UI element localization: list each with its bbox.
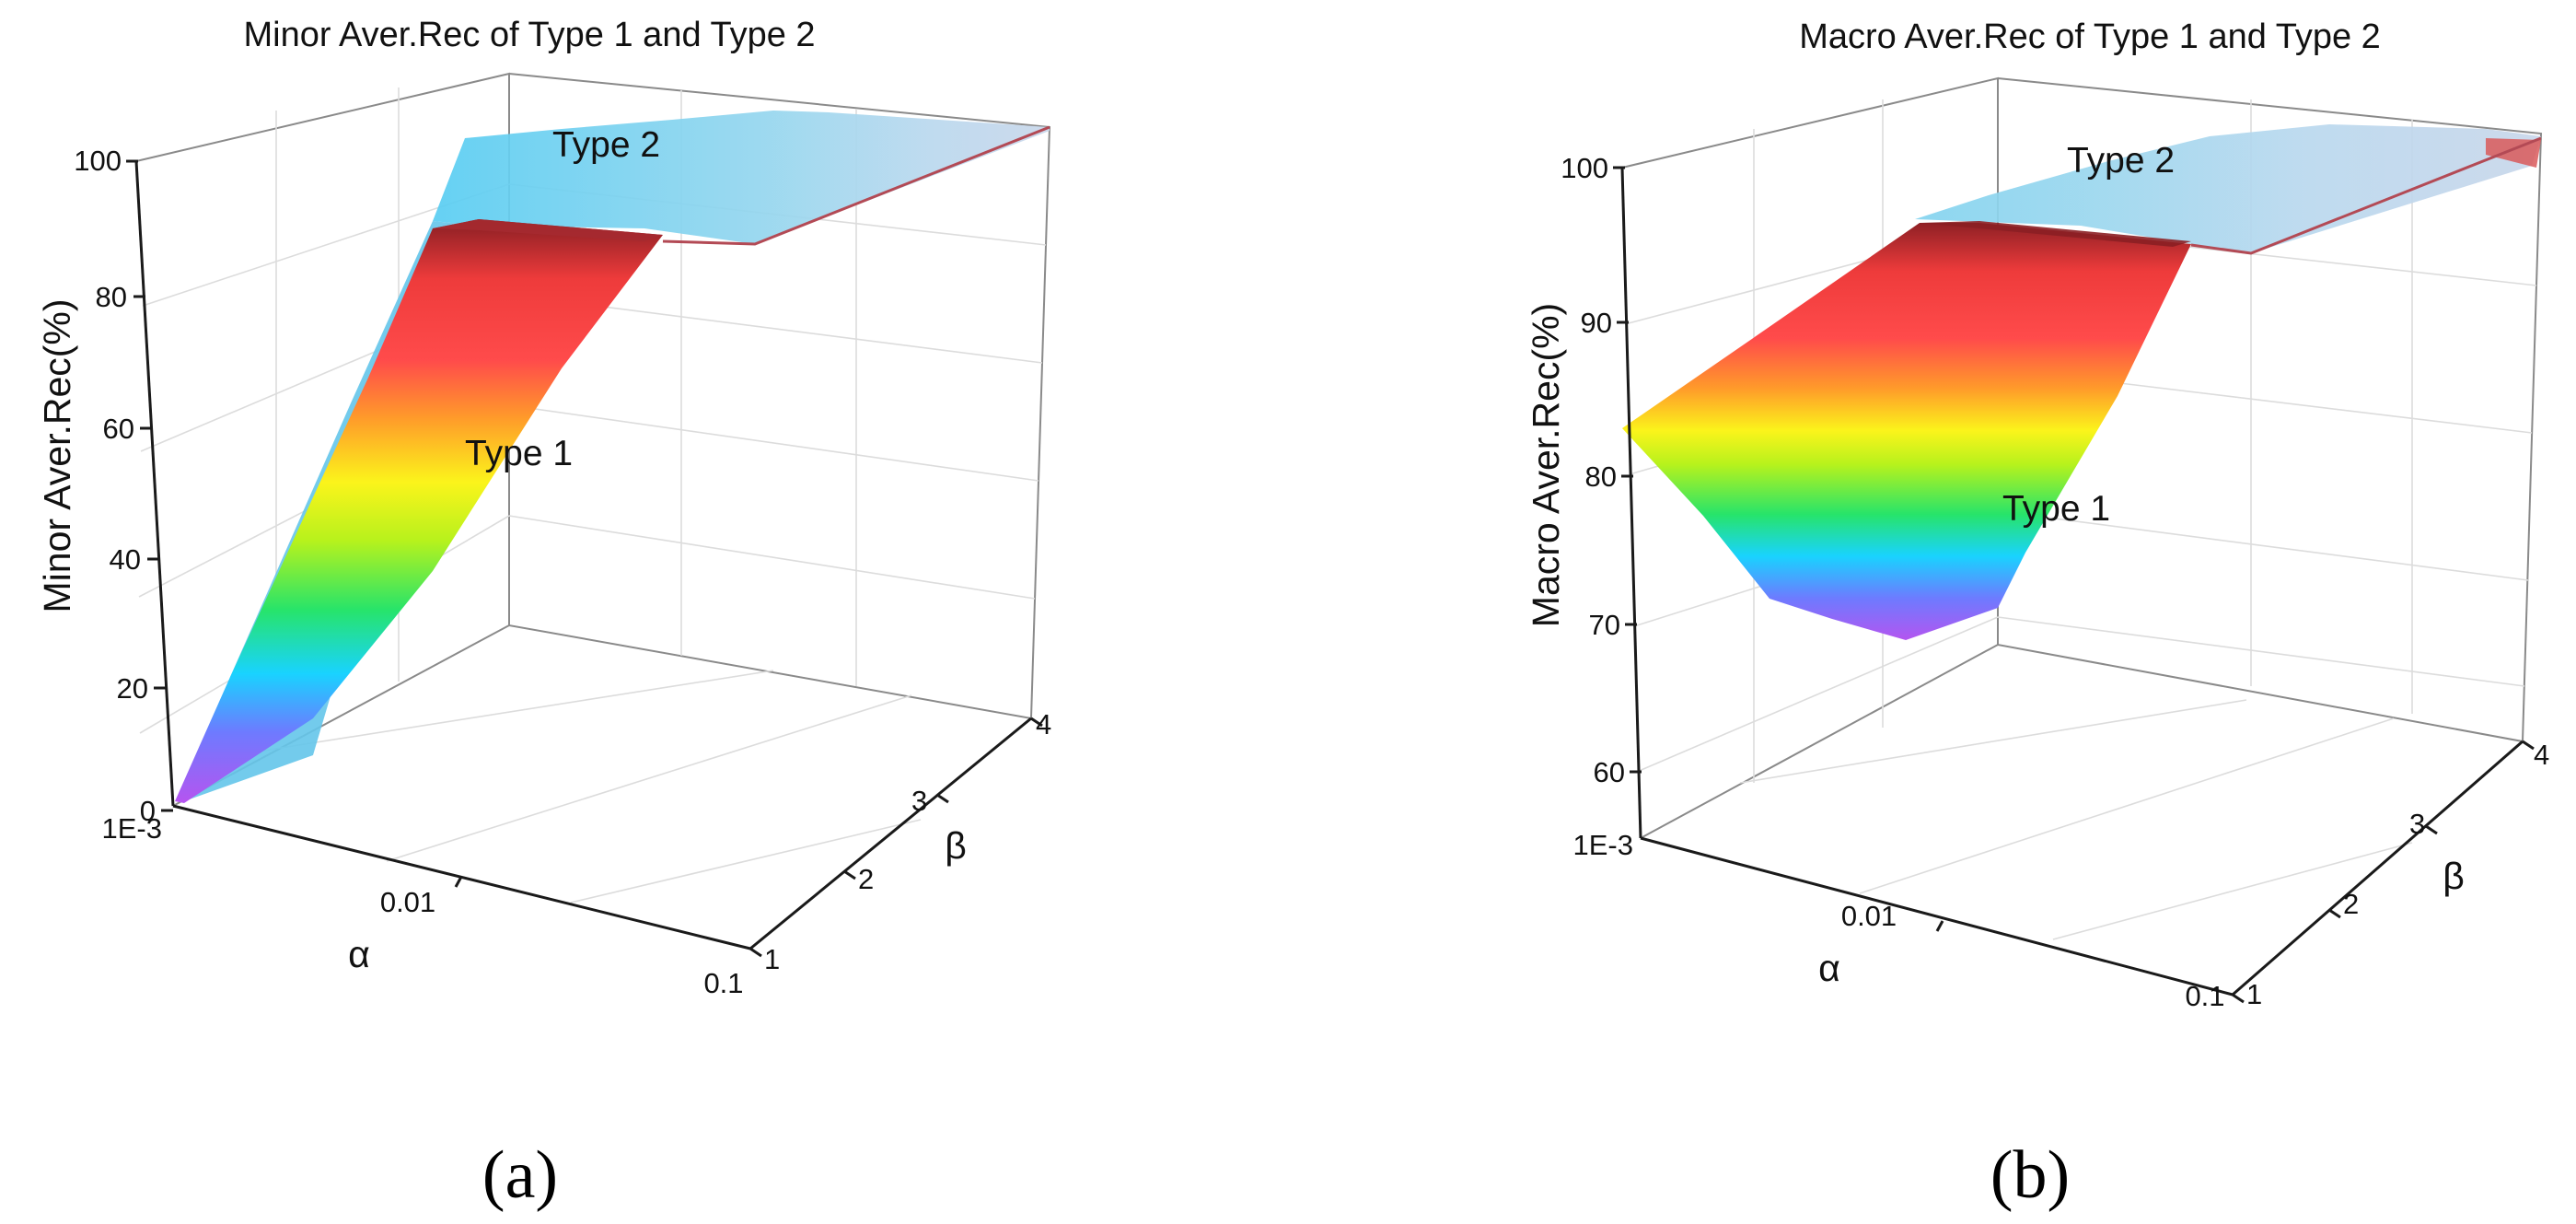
panel-b-surface-type2: [1915, 124, 2541, 253]
panel-a-z-tick-label: 20: [117, 672, 148, 705]
panel-a-y-axis-line: [749, 717, 1032, 950]
panel-a-x-ticks: 1E-3 0.01 0.1: [102, 812, 744, 999]
panel-a-caption: (a): [482, 1137, 558, 1213]
panel-a-z-axis-line: [134, 160, 175, 807]
panel-b-z-ticks: 100 90 80 70 60: [1561, 152, 1642, 788]
panel-a-surface-type2: [433, 111, 1050, 244]
panel-a-title: Minor Aver.Rec of Type 1 and Type 2: [243, 16, 815, 54]
panel-a-x-tick-label: 1E-3: [102, 812, 162, 845]
panel-b-y-ticks: 1 2 3 4: [2232, 739, 2549, 1010]
panel-b-surface-type1: [1622, 223, 2191, 640]
panel-b-y-axis-line: [2232, 740, 2524, 997]
panel-b-y-tick-label: 2: [2343, 888, 2359, 920]
panel-a-surfaces: [175, 111, 1050, 803]
panel-a-z-tick-label: 60: [103, 413, 134, 445]
panel-a-z-tick-label: 80: [96, 281, 127, 313]
panel-b-z-tick-label: 60: [1594, 756, 1625, 788]
panel-b-title: Macro Aver.Rec of Type 1 and Type 2: [1799, 17, 2381, 56]
panel-b-back-wall-grid: [1997, 225, 2537, 687]
panel-b-annotation-type2: Type 2: [2067, 141, 2175, 181]
panel-a-y-tick-label: 2: [858, 863, 874, 895]
panel-a-x-axis-label: α: [348, 933, 370, 975]
panel-a-x-tick-label: 0.01: [380, 886, 435, 918]
panel-a-x-tick-mark: [454, 876, 463, 888]
panel-a-z-tick-label: 40: [110, 543, 141, 576]
panel-b-annotation-type1: Type 1: [2002, 489, 2110, 529]
panel-b-surface-type1-ridge: [2190, 136, 2542, 255]
panel-b-x-tick-label: 0.01: [1841, 900, 1897, 932]
panel-b-x-tick-label: 0.1: [2185, 980, 2224, 1012]
panel-b-z-tick-label: 90: [1581, 307, 1612, 339]
panel-a-x-tick-label: 0.1: [703, 967, 743, 999]
panel-b-y-tick-mark: [2328, 908, 2341, 919]
panel-a-y-tick-mark: [843, 869, 856, 880]
panel-b-x-ticks: 1E-3 0.01 0.1: [1573, 829, 2225, 1012]
panel-b-floor-grid: [1739, 699, 2413, 940]
panel-b-z-axis-label: Macro Aver.Rec(%): [1525, 303, 1567, 627]
panel-b-y-tick-mark: [2522, 740, 2535, 751]
panel-a-y-tick-mark: [1030, 717, 1043, 728]
panel-b-caption: (b): [1990, 1137, 2070, 1213]
panel-a-y-tick-label: 4: [1036, 708, 1051, 740]
panel-a-y-tick-label: 3: [911, 785, 927, 817]
panel-b-y-tick-label: 3: [2409, 808, 2425, 840]
panel-a-annotation-type2: Type 2: [552, 125, 660, 165]
panel-a-z-tick-label: 100: [74, 145, 122, 177]
panel-b-y-tick-label: 4: [2534, 739, 2549, 771]
panel-a-y-tick-label: 1: [764, 943, 780, 975]
panel-b-y-tick-mark: [2425, 824, 2438, 835]
panel-a-left-wall-grid: [138, 183, 510, 734]
panel-b-z-tick-label: 70: [1589, 609, 1620, 641]
panel-a-y-tick-mark: [749, 947, 762, 958]
panel-a-floor-grid: [257, 670, 922, 903]
panel-a-y-ticks: 1 2 3 4: [749, 708, 1051, 975]
panel-b-y-axis-label: β: [2443, 855, 2465, 897]
panel-b-x-axis-label: α: [1818, 947, 1840, 989]
panel-b-surface-type2-right-edge: [2486, 138, 2541, 168]
panel-a-z-axis-label: Minor Aver.Rec(%): [36, 298, 78, 612]
panel-a-annotation-type1: Type 1: [465, 434, 573, 473]
panel-b-x-tick-mark: [1935, 920, 1944, 932]
panel-a-surface-type1-top-edge: [433, 219, 663, 241]
panel-a-y-tick-mark: [936, 793, 949, 804]
panel-b: Macro Aver.Rec of Type 1 and Type 2 100 …: [1525, 17, 2549, 1213]
panel-b-z-tick-label: 80: [1585, 460, 1617, 493]
panel-b-z-tick-label: 100: [1561, 152, 1608, 184]
panel-a-surface-type1-ridge: [662, 125, 1050, 246]
panel-a-surface-type1: [175, 219, 663, 803]
panel-a-y-axis-label: β: [945, 824, 967, 867]
panel-a: Minor Aver.Rec of Type 1 and Type 2 100 …: [36, 16, 1051, 1213]
panel-b-surface-type1-top-edge: [1920, 221, 2191, 247]
panel-b-x-axis-line: [1640, 836, 2234, 997]
panel-a-z-ticks: 100 80 60 40 20 0: [74, 145, 173, 827]
panel-b-y-tick-mark: [2232, 993, 2245, 1004]
panel-a-z-tick-label: 0: [140, 795, 156, 827]
panel-b-y-tick-label: 1: [2246, 978, 2262, 1010]
panel-b-z-axis-line: [1620, 167, 1642, 839]
panel-b-x-tick-label: 1E-3: [1573, 829, 1633, 861]
panel-b-surfaces: [1622, 124, 2542, 640]
